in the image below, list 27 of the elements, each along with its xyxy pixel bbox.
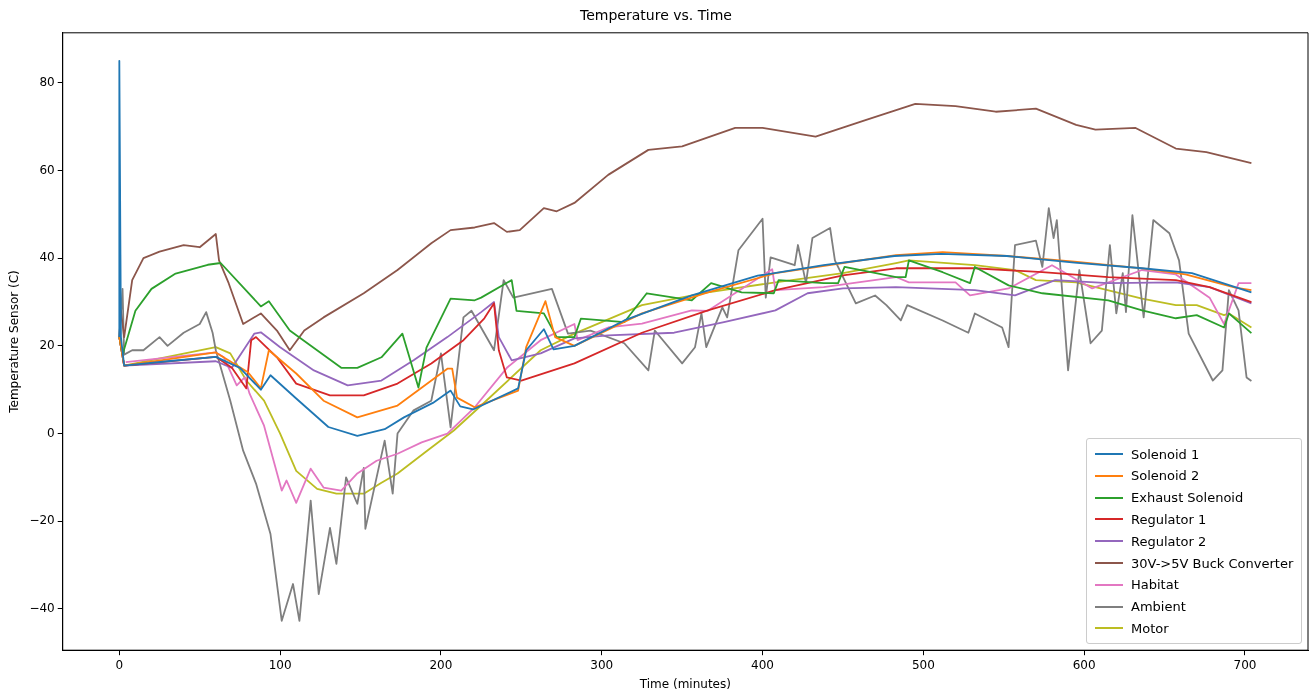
legend-label: Solenoid 2 [1131,468,1200,484]
chart-title: Temperature vs. Time [579,7,732,24]
y-tick-label: 60 [39,162,55,177]
legend-label: 30V->5V Buck Converter [1131,555,1294,571]
x-tick-label: 500 [911,657,935,672]
x-tick-label: 200 [429,657,453,672]
legend-label: Exhaust Solenoid [1131,490,1244,506]
x-tick-label: 100 [268,657,292,672]
y-tick-label: 80 [39,74,55,89]
legend-label: Solenoid 1 [1131,446,1200,462]
y-tick-label: 40 [39,250,55,265]
legend-label: Regulator 1 [1131,511,1207,527]
legend-label: Habitat [1131,577,1179,593]
y-tick-label: −40 [29,601,55,616]
legend-label: Ambient [1131,599,1186,615]
y-tick-label: 0 [47,425,55,440]
x-tick-label: 0 [115,657,124,672]
legend-label: Motor [1131,620,1169,636]
x-tick-label: 300 [590,657,614,672]
x-tick-label: 600 [1072,657,1096,672]
x-tick-label: 700 [1233,657,1257,672]
x-axis-title: Time (minutes) [638,676,731,691]
y-axis-title: Temperature Sensor (C) [7,270,22,414]
x-tick-label: 400 [751,657,774,672]
legend-label: Regulator 2 [1131,533,1207,549]
y-tick-label: 20 [39,338,55,353]
y-tick-label: −20 [29,513,55,528]
